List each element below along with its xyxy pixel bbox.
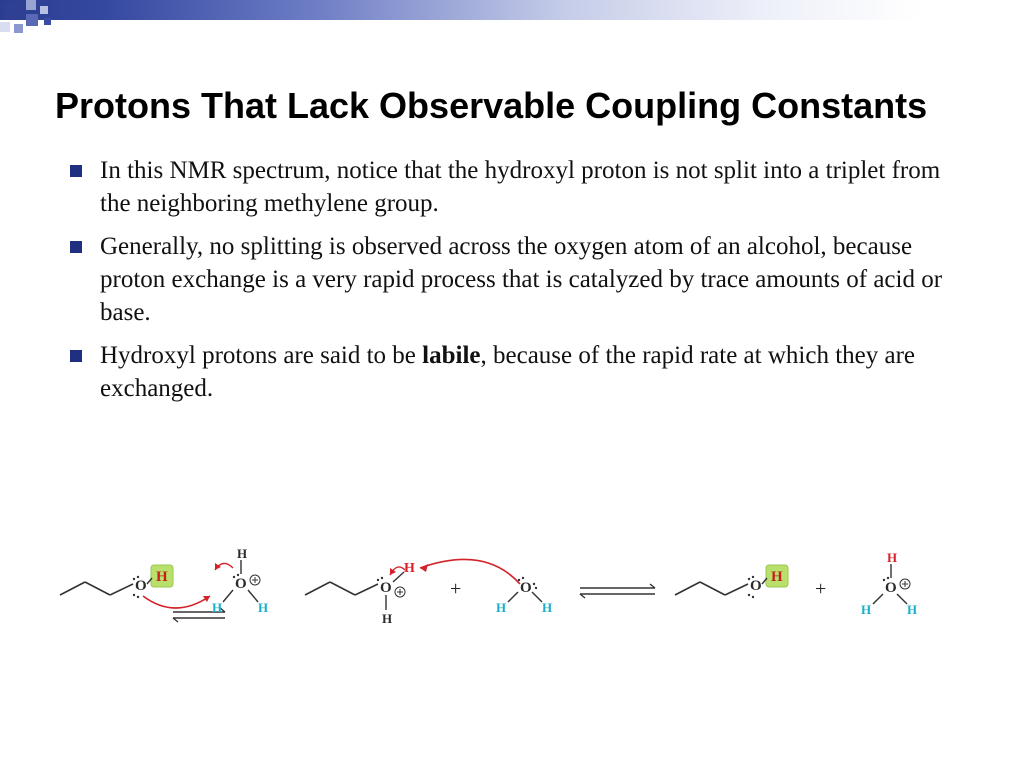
plus-2: + [815,578,826,600]
banner-square [26,0,36,10]
bullet-item: Generally, no splitting is observed acro… [70,230,964,329]
ethanol-protonated: O H H [305,561,415,626]
banner-square [14,24,23,33]
bullet-item: In this NMR spectrum, notice that the hy… [70,154,964,220]
water-1: O H H [496,577,552,615]
equilibrium-2 [580,584,655,598]
slide-title: Protons That Lack Observable Coupling Co… [0,30,1024,126]
svg-text:H: H [404,561,415,576]
banner-gradient [0,0,1024,20]
bullet-text: In this NMR spectrum, notice that the hy… [100,154,964,220]
plus-1: + [450,578,461,600]
bullet-marker [70,165,82,177]
slide-top-banner [0,0,1024,30]
svg-text:H: H [771,569,783,585]
svg-text:H: H [382,611,392,626]
svg-text:H: H [887,550,897,565]
bullet-text: Generally, no splitting is observed acro… [100,230,964,329]
banner-square [4,2,22,20]
svg-text:O: O [885,580,897,596]
svg-text:H: H [156,569,168,585]
svg-text:H: H [907,602,917,617]
bullet-list: In this NMR spectrum, notice that the hy… [0,126,1024,405]
ethanol-1: O H [60,565,173,598]
svg-text:H: H [212,600,222,615]
svg-text:H: H [496,600,506,615]
svg-text:O: O [135,578,147,594]
svg-text:O: O [520,580,532,596]
svg-text:H: H [542,600,552,615]
ethanol-2: O H [675,565,788,598]
h3o-plus-2: O H H H [861,550,917,617]
svg-text:O: O [235,576,247,592]
banner-square [40,6,48,14]
reaction-svg: O H O H H H [55,540,985,660]
bullet-marker [70,241,82,253]
svg-text:H: H [237,546,247,561]
bullet-marker [70,350,82,362]
svg-text:O: O [380,580,392,596]
bullet-text: Hydroxyl protons are said to be labile, … [100,339,964,405]
curved-arrow-2 [420,559,520,584]
h3o-plus-1: O H H H [212,546,268,615]
curved-arrow-1 [143,596,210,608]
svg-text:H: H [861,602,871,617]
svg-text:O: O [750,578,762,594]
reaction-diagram: O H O H H H [55,540,984,660]
banner-square [0,22,10,32]
banner-square [44,18,51,25]
bullet-item: Hydroxyl protons are said to be labile, … [70,339,964,405]
svg-text:H: H [258,600,268,615]
banner-square [26,14,38,26]
